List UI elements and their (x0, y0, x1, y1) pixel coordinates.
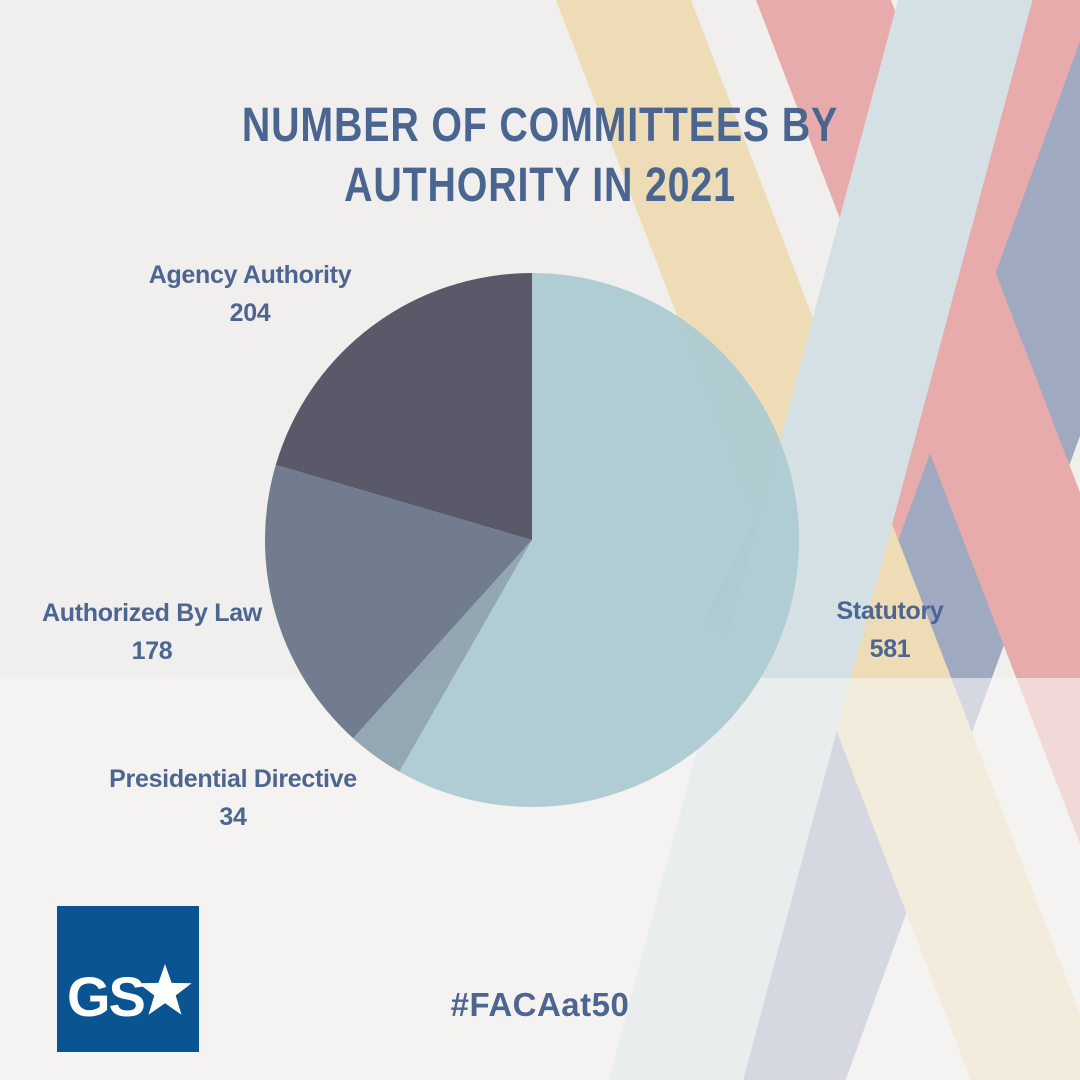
label-value: 581 (869, 635, 911, 663)
label-statutory: Statutory 581 (730, 592, 1050, 668)
gsa-logo-text: GS (67, 965, 145, 1028)
hashtag: #FACAat50 (450, 986, 630, 1023)
label-value: 34 (219, 803, 247, 831)
label-agency-authority: Agency Authority 204 (90, 256, 410, 332)
pie-slice-agency-authority (275, 273, 532, 540)
gsa-logo-square (57, 906, 199, 1052)
pie-slice-authorized-by-law (264, 464, 532, 739)
label-text: Agency Authority (148, 261, 352, 289)
label-text: Statutory (836, 597, 944, 625)
gsa-star-icon (138, 964, 192, 1015)
pie-slice-presidential-directive (353, 540, 532, 772)
pie-slice-statutory (399, 273, 799, 807)
label-authorized-by-law: Authorized By Law 178 (0, 594, 312, 670)
title-line-2: AUTHORITY IN 2021 (344, 159, 736, 212)
gsa-logo: GS (57, 906, 199, 1052)
label-text: Authorized By Law (42, 599, 262, 627)
label-value: 204 (229, 299, 271, 327)
label-value: 178 (131, 637, 173, 665)
page-title: NUMBER OF COMMITTEES BY AUTHORITY IN 202… (97, 96, 983, 216)
pie-chart-wrap (264, 273, 799, 807)
title-line-1: NUMBER OF COMMITTEES BY (241, 99, 839, 152)
label-presidential-directive: Presidential Directive 34 (73, 760, 393, 836)
label-text: Presidential Directive (109, 765, 357, 793)
pie-chart (264, 273, 799, 807)
